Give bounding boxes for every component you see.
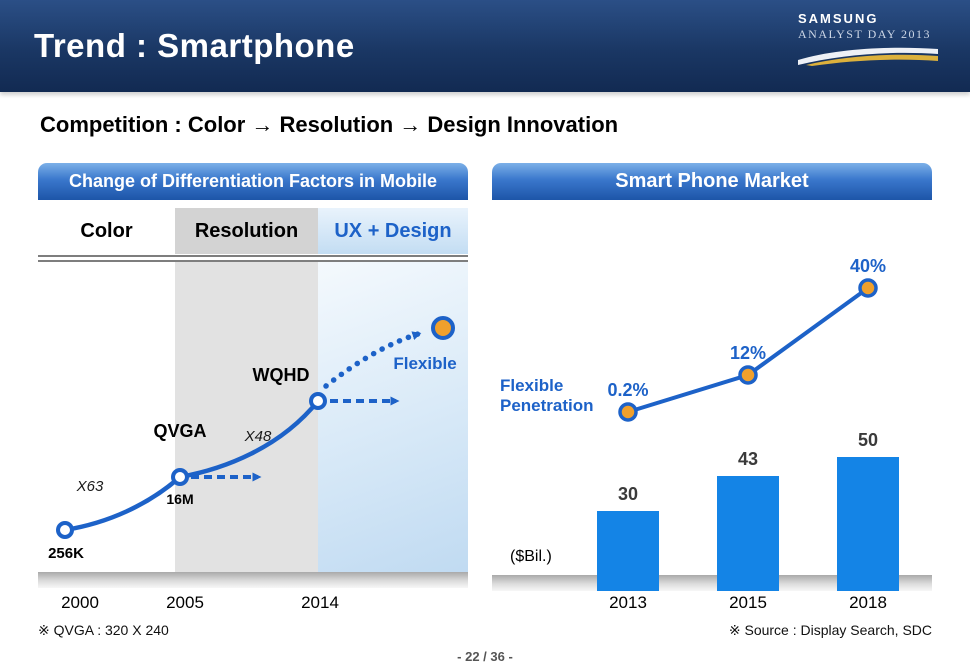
slide-subtitle: Competition : Color → Resolution → Desig…: [40, 112, 619, 137]
market-bar-value: 30: [617, 484, 639, 504]
milestone-point-2000: [56, 521, 74, 539]
logo-brand-text: SAMSUNG: [798, 11, 879, 26]
milestone-label-flexible: Flexible: [393, 354, 457, 373]
market-bar-value: 50: [857, 430, 879, 450]
milestone-label-qvga: QVGA: [153, 421, 207, 441]
penetration-point-2013: [618, 402, 638, 422]
slide-header: Trend : Smartphone SAMSUNG ANALYST DAY 2…: [0, 0, 970, 92]
right-footnote: ※ Source : Display Search, SDC: [728, 622, 932, 638]
milestone-label-wqhd: WQHD: [252, 365, 310, 385]
differentiation-panel-title: Change of Differentiation Factors in Mob…: [38, 163, 468, 200]
penetration-point-2015: [738, 365, 758, 385]
slide-title: Trend : Smartphone: [34, 27, 355, 64]
phase-ux-design-label: UX + Design: [318, 208, 468, 254]
market-bar-value: 43: [737, 449, 759, 469]
x-label-2014: 2014: [301, 593, 339, 612]
market-panel-title: Smart Phone Market: [492, 163, 932, 200]
penetration-value-label: 40%: [849, 256, 887, 276]
y-axis-unit-label: ($Bil.): [510, 548, 552, 565]
market-chart: 30 43 50 0.2% 12% 40% Flexible Penetration (…: [492, 200, 932, 591]
milestone-label-16m: 16M: [166, 491, 194, 507]
penetration-labels-layer: 0.2% 12% 40%: [492, 200, 932, 591]
x-label-2018: 2018: [849, 593, 887, 612]
growth-label-x63: X63: [76, 478, 104, 495]
flexible-point: [431, 316, 455, 340]
milestone-point-2014: [309, 392, 327, 410]
penetration-line: [618, 278, 878, 422]
penetration-value-label: 0.2%: [607, 380, 649, 400]
phase-header-row: Color Resolution UX + Design: [38, 208, 468, 254]
x-label-2005: 2005: [166, 593, 204, 612]
market-bar-2015: [717, 476, 779, 591]
differentiation-panel: Change of Differentiation Factors in Mob…: [38, 163, 468, 619]
bars-layer: 30 43 50: [492, 200, 932, 591]
penetration-value-label: 12%: [729, 343, 767, 363]
market-bar-2013: [597, 511, 659, 591]
phase-resolution-label: Resolution: [175, 208, 318, 254]
left-x-axis: 2000 2005 2014: [38, 593, 468, 615]
phase-color-label: Color: [38, 208, 175, 254]
market-panel: Smart Phone Market 30 43 50 0.2% 12% 40% Fle…: [492, 163, 932, 619]
differentiation-chart: 256K X63 QVGA 16M X48 WQHD Flexible: [38, 262, 468, 588]
x-label-2000: 2000: [61, 593, 99, 612]
x-label-2015: 2015: [729, 593, 767, 612]
left-footnote: ※ QVGA : 320 X 240: [38, 622, 169, 638]
penetration-point-2018: [858, 278, 878, 298]
milestone-label-256k: 256K: [48, 545, 84, 562]
x-label-2013: 2013: [609, 593, 647, 612]
double-rule-divider: [38, 255, 468, 262]
market-bar-2018: [837, 457, 899, 591]
chart-floor-shadow: [38, 572, 468, 588]
logo-event-text: ANALYST DAY 2013: [798, 27, 932, 41]
milestone-point-2005: [171, 468, 189, 486]
samsung-analyst-day-logo: SAMSUNG ANALYST DAY 2013: [798, 11, 948, 66]
milestone-curve: [56, 316, 455, 539]
growth-label-x48: X48: [244, 428, 272, 445]
right-x-axis: 2013 2015 2018: [492, 593, 932, 615]
penetration-series-label: Flexible Penetration: [500, 376, 594, 416]
page-number: - 22 / 36 -: [457, 649, 513, 664]
logo-swoosh-icon: [798, 47, 938, 66]
